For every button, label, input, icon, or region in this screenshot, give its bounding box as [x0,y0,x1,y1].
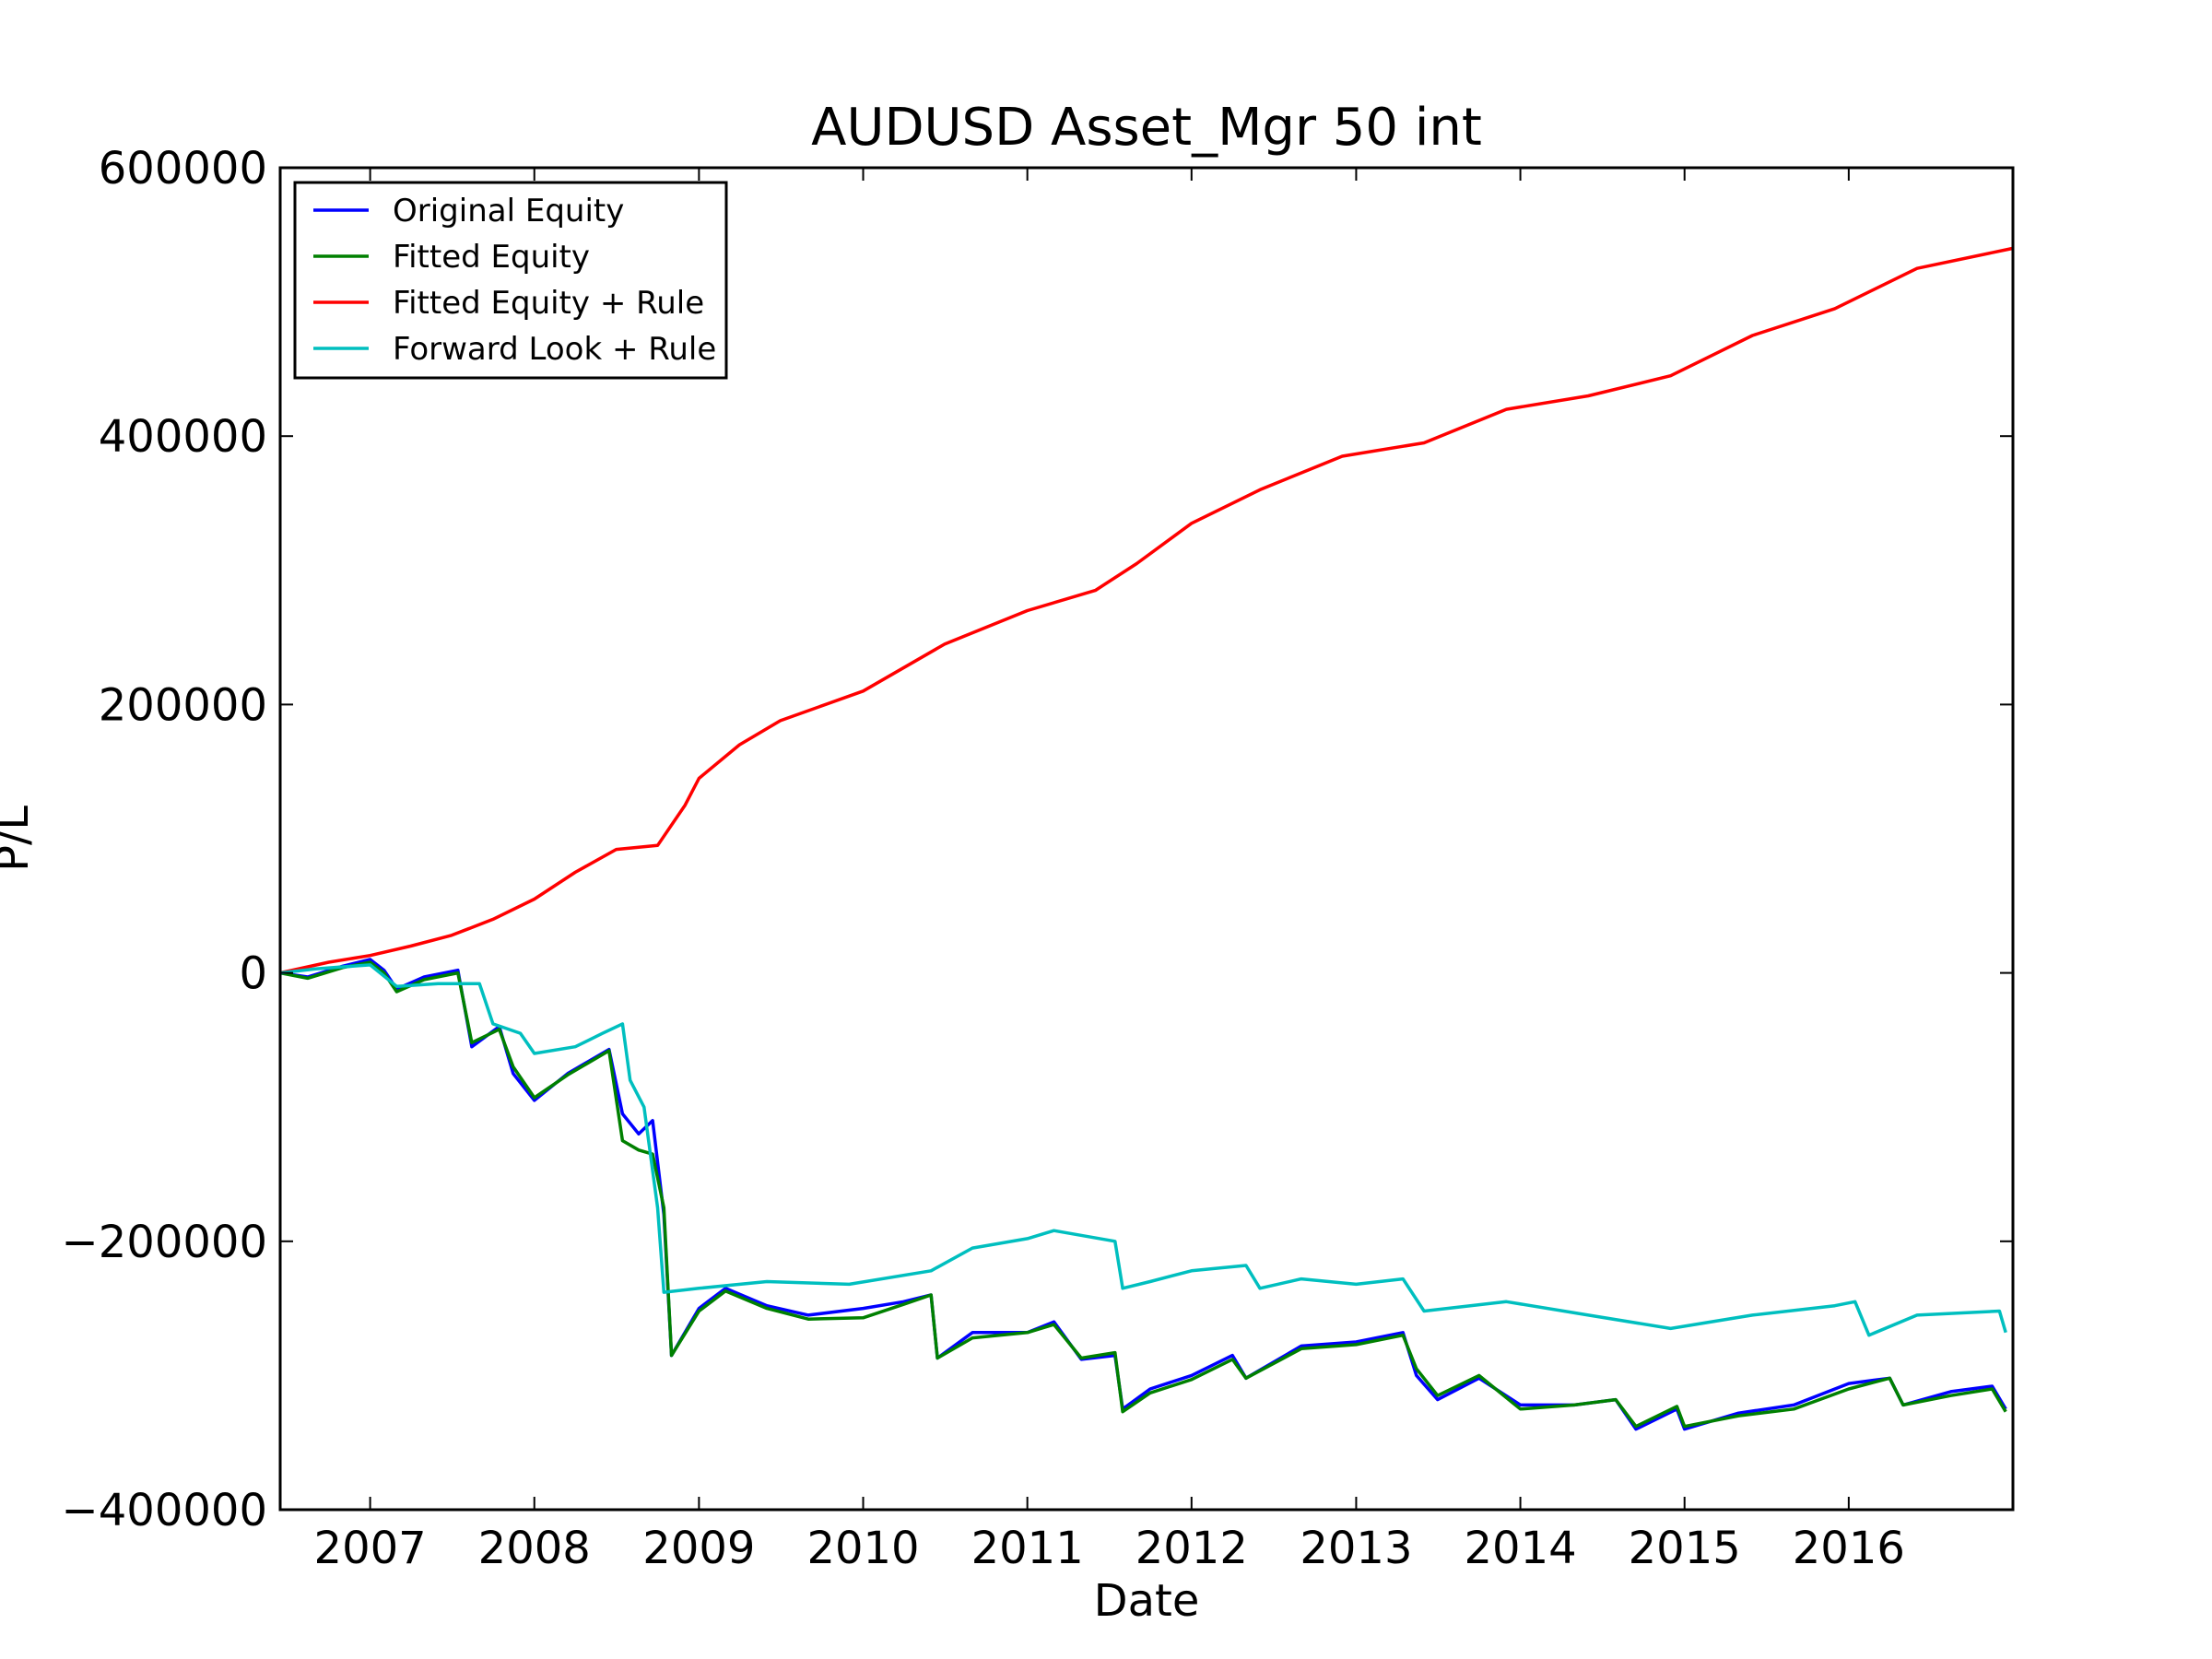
x-tick-label: 2010 [806,1523,919,1574]
y-tick-label: 0 [239,948,267,1000]
x-tick-label: 2007 [314,1523,427,1574]
y-tick-label: 600000 [99,143,267,194]
y-axis: −400000 −200000 0 200000 400000 600000 [62,143,2013,1536]
x-axis: 2007 2008 2009 2010 2011 2012 2013 2014 2015 2016 [314,168,1905,1574]
y-tick-label: 200000 [99,679,267,731]
legend-entry-label: Original Equity [393,193,624,229]
x-tick-label: 2009 [642,1523,755,1574]
legend-entry-label: Forward Look + Rule [393,331,716,368]
legend: Original Equity Fitted Equity Fitted Equit… [293,181,728,380]
series-line-4 [280,963,2007,1337]
y-axis-label: P/L [0,806,39,872]
x-tick-label: 2015 [1629,1523,1741,1574]
y-tick-label: −400000 [62,1485,267,1536]
plot-area-frame [278,166,2015,1512]
series-line-3 [280,246,2013,975]
x-tick-label: 2008 [478,1523,591,1574]
x-tick-label: 2013 [1300,1523,1412,1574]
chart-title: AUDUSD Asset_Mgr 50 int [811,98,1482,158]
legend-entry-label: Fitted Equity [393,239,590,276]
y-tick-label: 400000 [99,411,267,463]
x-tick-label: 2016 [1793,1523,1905,1574]
x-axis-label: Date [1094,1575,1200,1627]
x-tick-label: 2011 [971,1523,1084,1574]
legend-entry-label: Fitted Equity + Rule [393,285,704,322]
x-tick-label: 2012 [1135,1523,1248,1574]
legend-box [293,181,728,380]
series-layer [280,246,2013,1431]
y-tick-label: −200000 [62,1217,267,1268]
series-line-2 [280,960,2007,1429]
x-tick-label: 2014 [1464,1523,1576,1574]
